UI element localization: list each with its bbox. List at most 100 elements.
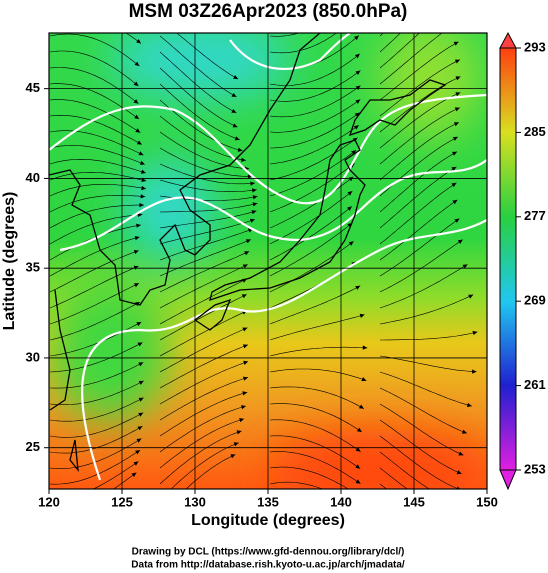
stream-arrow — [354, 112, 360, 117]
stream-arrow — [348, 176, 354, 182]
streamline — [159, 83, 240, 140]
streamline — [159, 278, 248, 325]
stream-arrow — [136, 322, 142, 327]
stream-arrow — [251, 210, 257, 215]
footer-credit: Drawing by DCL (https://www.gfd-dennou.o… — [132, 547, 405, 558]
stream-arrow — [355, 479, 361, 484]
stream-arrow — [137, 342, 143, 347]
streamline — [490, 237, 548, 276]
stream-arrow — [347, 191, 353, 196]
cool-area — [50, 280, 170, 420]
stream-arrow — [134, 61, 140, 67]
streamline — [379, 451, 430, 489]
stream-arrow — [242, 327, 248, 332]
streamline — [490, 426, 548, 453]
streamline — [379, 199, 458, 261]
streamline — [490, 225, 548, 260]
x-tick-label: 145 — [403, 494, 425, 509]
y-tick-label: 30 — [26, 349, 40, 364]
streamline — [380, 331, 478, 341]
stream-arrow — [239, 418, 244, 423]
y-axis-label: Latitude (degrees) — [1, 192, 18, 331]
colorbar-extend-top — [499, 31, 517, 49]
streamline — [490, 159, 548, 173]
stream-arrow — [141, 177, 147, 182]
streamline — [49, 397, 144, 422]
streamline — [159, 294, 247, 341]
streamline — [379, 33, 401, 53]
stream-arrow — [244, 251, 250, 256]
stream-arrow — [457, 501, 462, 505]
stream-arrow — [137, 426, 143, 431]
stream-arrow — [356, 427, 362, 432]
stream-arrow — [230, 454, 236, 459]
streamline — [490, 145, 548, 164]
coastline — [209, 139, 366, 301]
stream-arrow — [252, 195, 258, 200]
streamline — [49, 114, 143, 145]
stream-arrow — [461, 429, 467, 434]
stream-arrow — [134, 283, 139, 288]
stream-arrow — [356, 493, 361, 497]
stream-arrow — [354, 35, 359, 41]
stream-arrow — [234, 136, 240, 141]
streamline — [269, 99, 361, 133]
stream-arrow — [452, 136, 458, 141]
streamline — [176, 33, 239, 80]
stream-arrow — [456, 470, 462, 475]
grid — [49, 33, 487, 489]
stream-arrow — [359, 313, 365, 318]
streamline — [49, 412, 144, 438]
stream-arrow — [452, 23, 457, 27]
x-tick-label: 150 — [476, 494, 498, 509]
stream-arrow — [136, 438, 142, 443]
streamline — [490, 473, 548, 517]
stream-arrow — [139, 160, 145, 165]
stream-arrow — [249, 218, 255, 223]
stream-arrow — [359, 527, 364, 531]
stream-arrow — [459, 515, 464, 519]
contour — [229, 33, 351, 71]
streamline — [379, 387, 468, 434]
streamline — [49, 83, 140, 120]
stream-arrow — [355, 70, 361, 75]
stream-arrow — [138, 397, 144, 402]
streamline — [125, 33, 142, 44]
stream-arrow — [135, 128, 141, 133]
streamline — [49, 195, 146, 213]
y-tick-label: 35 — [26, 260, 40, 275]
streamline — [490, 51, 548, 86]
stream-arrow — [461, 527, 466, 531]
streamline — [269, 112, 360, 149]
streamline — [113, 472, 137, 489]
stream-arrow — [355, 285, 361, 290]
streamline — [269, 386, 365, 409]
streamline — [159, 163, 255, 185]
streamline — [49, 250, 139, 293]
y-tick-label: 45 — [26, 80, 40, 95]
stream-arrow — [250, 181, 255, 186]
stream-arrow — [348, 241, 354, 246]
stream-arrow — [358, 404, 364, 409]
streamline — [379, 122, 460, 181]
streamline — [49, 145, 145, 165]
streamline — [379, 107, 460, 165]
streamline — [490, 342, 548, 372]
streamline — [49, 67, 139, 104]
stream-arrow — [355, 85, 361, 90]
streamline — [379, 182, 457, 245]
coastline — [49, 33, 321, 306]
stream-arrow — [449, 4, 454, 9]
streamline — [159, 361, 249, 405]
streamline — [379, 355, 477, 372]
stream-arrow — [241, 157, 246, 162]
streamline — [159, 264, 248, 309]
stream-arrow — [241, 405, 246, 410]
colorbar-tick-label: 269 — [524, 293, 546, 308]
stream-arrow — [452, 199, 458, 205]
stream-arrow — [242, 391, 248, 396]
stream-arrow — [463, 538, 468, 542]
streamline — [159, 377, 249, 421]
stream-arrow — [133, 99, 139, 104]
stream-arrow — [355, 99, 361, 104]
